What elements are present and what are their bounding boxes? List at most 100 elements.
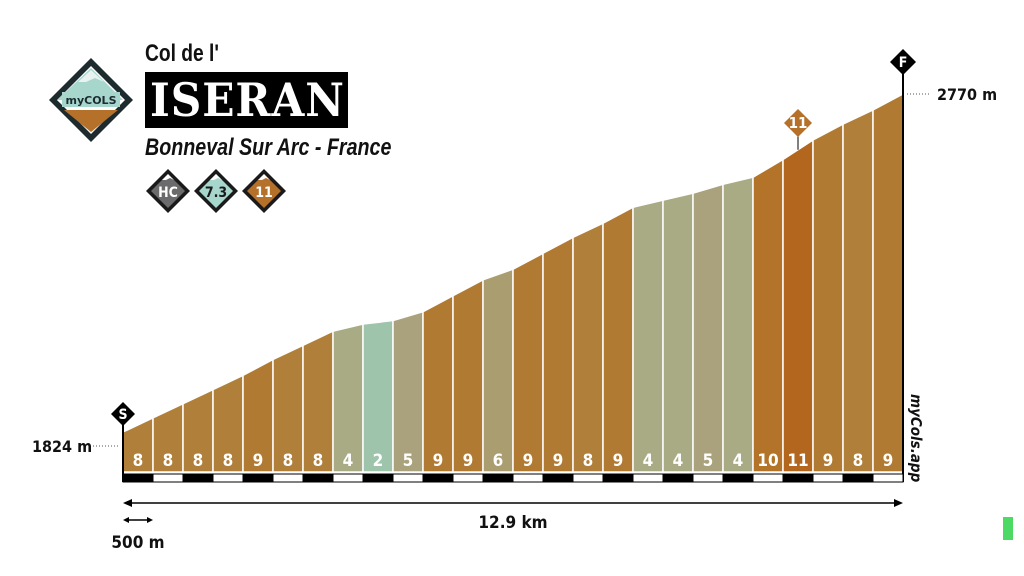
total-distance: 12.9 km — [478, 513, 547, 533]
distance-scale-tick — [392, 473, 424, 483]
gradient-segment-14 — [512, 252, 544, 473]
start-elevation: 1824 m — [32, 437, 92, 456]
badge-snowcap-icon — [162, 174, 174, 180]
gradient-label: 6 — [493, 451, 504, 471]
badge-label: HC — [158, 185, 178, 201]
gradient-segment-25 — [842, 108, 874, 473]
distance-scale-tick — [512, 473, 544, 483]
gradient-segment-12 — [452, 278, 484, 473]
badge-snowcap-icon — [258, 174, 270, 180]
gradient-segment-17 — [602, 206, 634, 473]
gradient-label: 4 — [643, 451, 654, 471]
gradient-label: 8 — [133, 451, 144, 471]
gradient-label: 9 — [883, 451, 894, 471]
green-indicator — [1003, 517, 1013, 540]
gradient-segment-21 — [722, 176, 754, 473]
distance-scale-tick — [752, 473, 784, 483]
distance-scale-tick — [332, 473, 364, 483]
distance-scale-tick — [572, 473, 604, 483]
logo-text: myCOLS — [66, 94, 117, 107]
gradient-label: 11 — [787, 451, 808, 471]
gradient-segment-8 — [332, 323, 364, 473]
gradient-segment-23 — [782, 138, 814, 473]
watermark: myCols.app — [907, 394, 925, 483]
arrow-left-icon — [123, 517, 129, 523]
gradient-segment-18 — [632, 199, 664, 473]
location-subtitle: Bonneval Sur Arc - France — [145, 134, 392, 161]
gradient-label: 9 — [523, 451, 534, 471]
distance-scale-tick — [452, 473, 484, 483]
gradient-label: 2 — [373, 451, 384, 471]
arrow-right-icon — [894, 499, 903, 507]
page-title: ISERAN — [150, 73, 345, 127]
badge-1 — [199, 174, 233, 208]
distance-scale-tick — [152, 473, 184, 483]
distance-scale-tick — [812, 473, 844, 483]
distance-scale-tick — [272, 473, 304, 483]
distance-scale-tick — [122, 473, 154, 483]
gradient-label: 4 — [673, 451, 684, 471]
gradient-label: 9 — [613, 451, 624, 471]
distance-scale-tick — [542, 473, 574, 483]
gradient-segment-24 — [812, 122, 844, 473]
gradient-segment-13 — [482, 268, 514, 473]
start-marker — [111, 402, 135, 426]
gradient-segment-22 — [752, 158, 784, 473]
gradient-label: 8 — [193, 451, 204, 471]
distance-scale-tick — [872, 473, 904, 483]
gradient-segment-19 — [662, 192, 694, 473]
gradient-label: 5 — [703, 451, 714, 471]
distance-scale-tick — [632, 473, 664, 483]
distance-scale-tick — [242, 473, 274, 483]
distance-scale-tick — [302, 473, 334, 483]
gradient-segment-11 — [422, 294, 454, 473]
title-prefix: Col de l' — [145, 40, 219, 67]
distance-scale-tick — [662, 473, 694, 483]
badge-label: 11 — [255, 185, 273, 201]
gradient-label: 8 — [223, 451, 234, 471]
max-gradient-marker-label: 11 — [789, 114, 808, 132]
gradient-label: 9 — [253, 451, 264, 471]
gradient-label: 8 — [583, 451, 594, 471]
badge-2 — [247, 174, 281, 208]
distance-scale-tick — [692, 473, 724, 483]
mycols-logo: myCOLS — [49, 58, 133, 142]
gradient-label: 9 — [463, 451, 474, 471]
title-box — [145, 72, 348, 128]
start-marker-label: S — [118, 407, 127, 423]
max-gradient-marker — [784, 109, 812, 137]
gradient-label: 8 — [283, 451, 294, 471]
badge-label: 7.3 — [205, 185, 227, 201]
gradient-label: 10 — [757, 451, 778, 471]
gradient-segment-9 — [362, 319, 394, 473]
segment-length-label: 500 m — [111, 533, 164, 553]
gradient-segment-26 — [872, 92, 904, 473]
distance-scale-tick — [722, 473, 754, 483]
finish-marker-label: F — [899, 55, 908, 71]
distance-scale-tick — [422, 473, 454, 483]
gradient-label: 4 — [733, 451, 744, 471]
end-elevation: 2770 m — [937, 85, 997, 104]
finish-marker — [890, 49, 916, 75]
gradient-label: 9 — [553, 451, 564, 471]
distance-scale-tick — [182, 473, 214, 483]
distance-scale-tick — [482, 473, 514, 483]
distance-scale-tick — [362, 473, 394, 483]
gradient-label: 5 — [403, 451, 414, 471]
distance-scale-tick — [602, 473, 634, 483]
gradient-segment-15 — [542, 236, 574, 473]
distance-scale-tick — [782, 473, 814, 483]
gradient-label: 8 — [163, 451, 174, 471]
gradient-segment-20 — [692, 183, 724, 473]
gradient-label: 9 — [823, 451, 834, 471]
gradient-label: 9 — [433, 451, 444, 471]
gradient-label: 8 — [853, 451, 864, 471]
distance-scale-tick — [842, 473, 874, 483]
gradient-label: 4 — [343, 451, 354, 471]
distance-scale-tick — [212, 473, 244, 483]
gradient-segment-10 — [392, 310, 424, 473]
badge-snowcap-icon — [210, 174, 222, 180]
badge-0 — [151, 174, 185, 208]
gradient-label: 8 — [313, 451, 324, 471]
